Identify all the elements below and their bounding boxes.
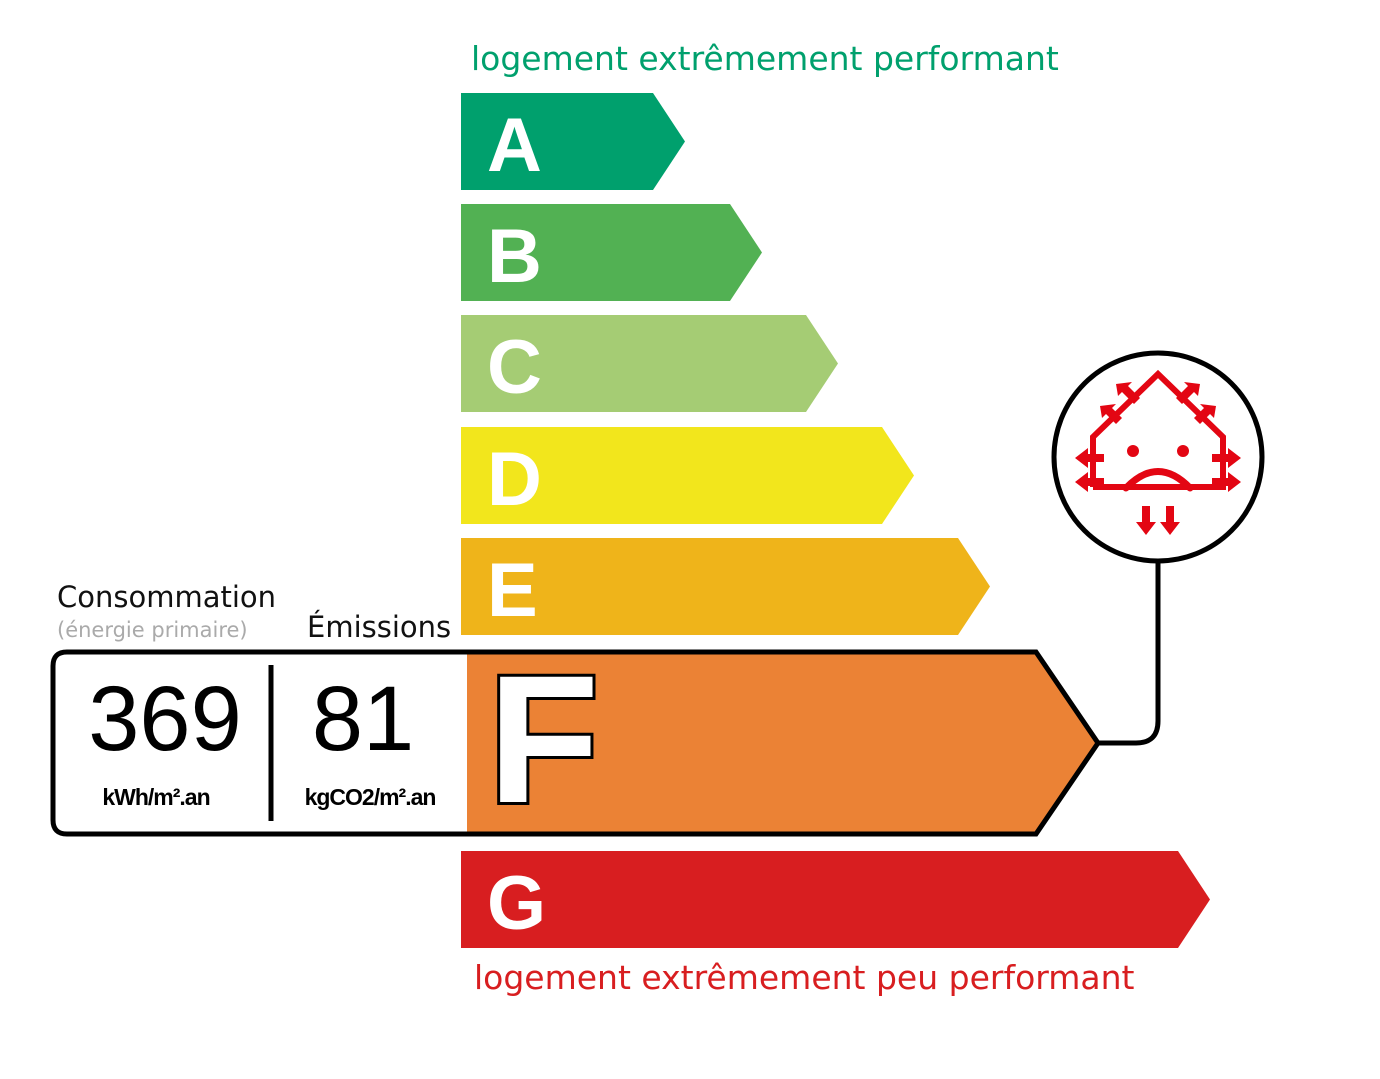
class-bar-d: D: [461, 427, 914, 524]
consumption-sublabel: (énergie primaire): [57, 618, 248, 642]
emissions-unit: kgCO2/m².an: [305, 784, 436, 810]
bottom-caption: logement extrêmement peu performant: [474, 958, 1135, 997]
consumption-value: 369: [88, 668, 242, 770]
class-bar-f: F: [460, 634, 1102, 844]
connector-line: [1098, 561, 1161, 746]
class-letter: B: [487, 214, 542, 299]
consumption-label: Consommation: [57, 580, 276, 614]
consumption-unit: kWh/m².an: [102, 784, 209, 810]
class-bar-c: C: [461, 315, 838, 412]
class-bar-g: G: [461, 851, 1210, 948]
emissions-value: 81: [312, 668, 414, 770]
class-letter: E: [487, 548, 538, 633]
house-heat-loss-sad-icon: [1075, 369, 1241, 535]
top-caption: logement extrêmement performant: [471, 39, 1059, 78]
class-bar-b: B: [461, 204, 762, 301]
class-letter: G: [487, 861, 546, 946]
class-letter: F: [488, 637, 599, 841]
class-letter: C: [487, 325, 542, 410]
class-bar-shape: [461, 204, 762, 301]
values-box: [50, 649, 467, 837]
icon-circle: [1051, 350, 1265, 564]
class-bar-e: E: [461, 538, 990, 635]
class-bar-shape: [461, 851, 1210, 948]
class-bar-shape: [461, 427, 914, 524]
class-bar-a: A: [461, 93, 685, 190]
class-bar-shape: [461, 93, 685, 190]
class-letter: D: [487, 437, 542, 522]
class-bar-shape: [461, 315, 838, 412]
class-bar-shape: [461, 538, 990, 635]
emissions-label: Émissions: [307, 610, 451, 644]
class-letter: A: [487, 103, 542, 188]
